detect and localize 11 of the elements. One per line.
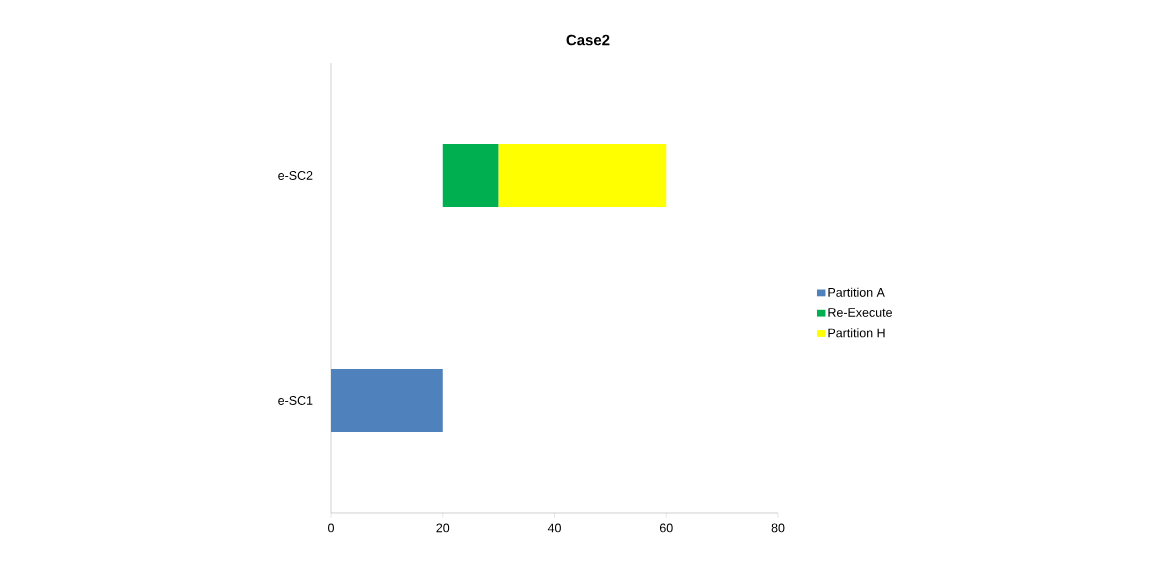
y-tick-label: e-SC2 (278, 171, 313, 180)
chart-title: Case2 (566, 34, 610, 46)
x-tick-label: 80 (771, 523, 785, 533)
x-tick-label: 0 (328, 523, 334, 533)
legend-label: Partition A (828, 287, 885, 297)
x-tick-label: 60 (659, 523, 673, 533)
legend-label: Re-Execute (828, 308, 892, 317)
y-tick-label: e-SC1 (278, 396, 313, 405)
x-tick-label: 20 (436, 523, 450, 533)
legend-label: Partition H (828, 328, 885, 338)
x-tick-label: 40 (547, 523, 561, 533)
